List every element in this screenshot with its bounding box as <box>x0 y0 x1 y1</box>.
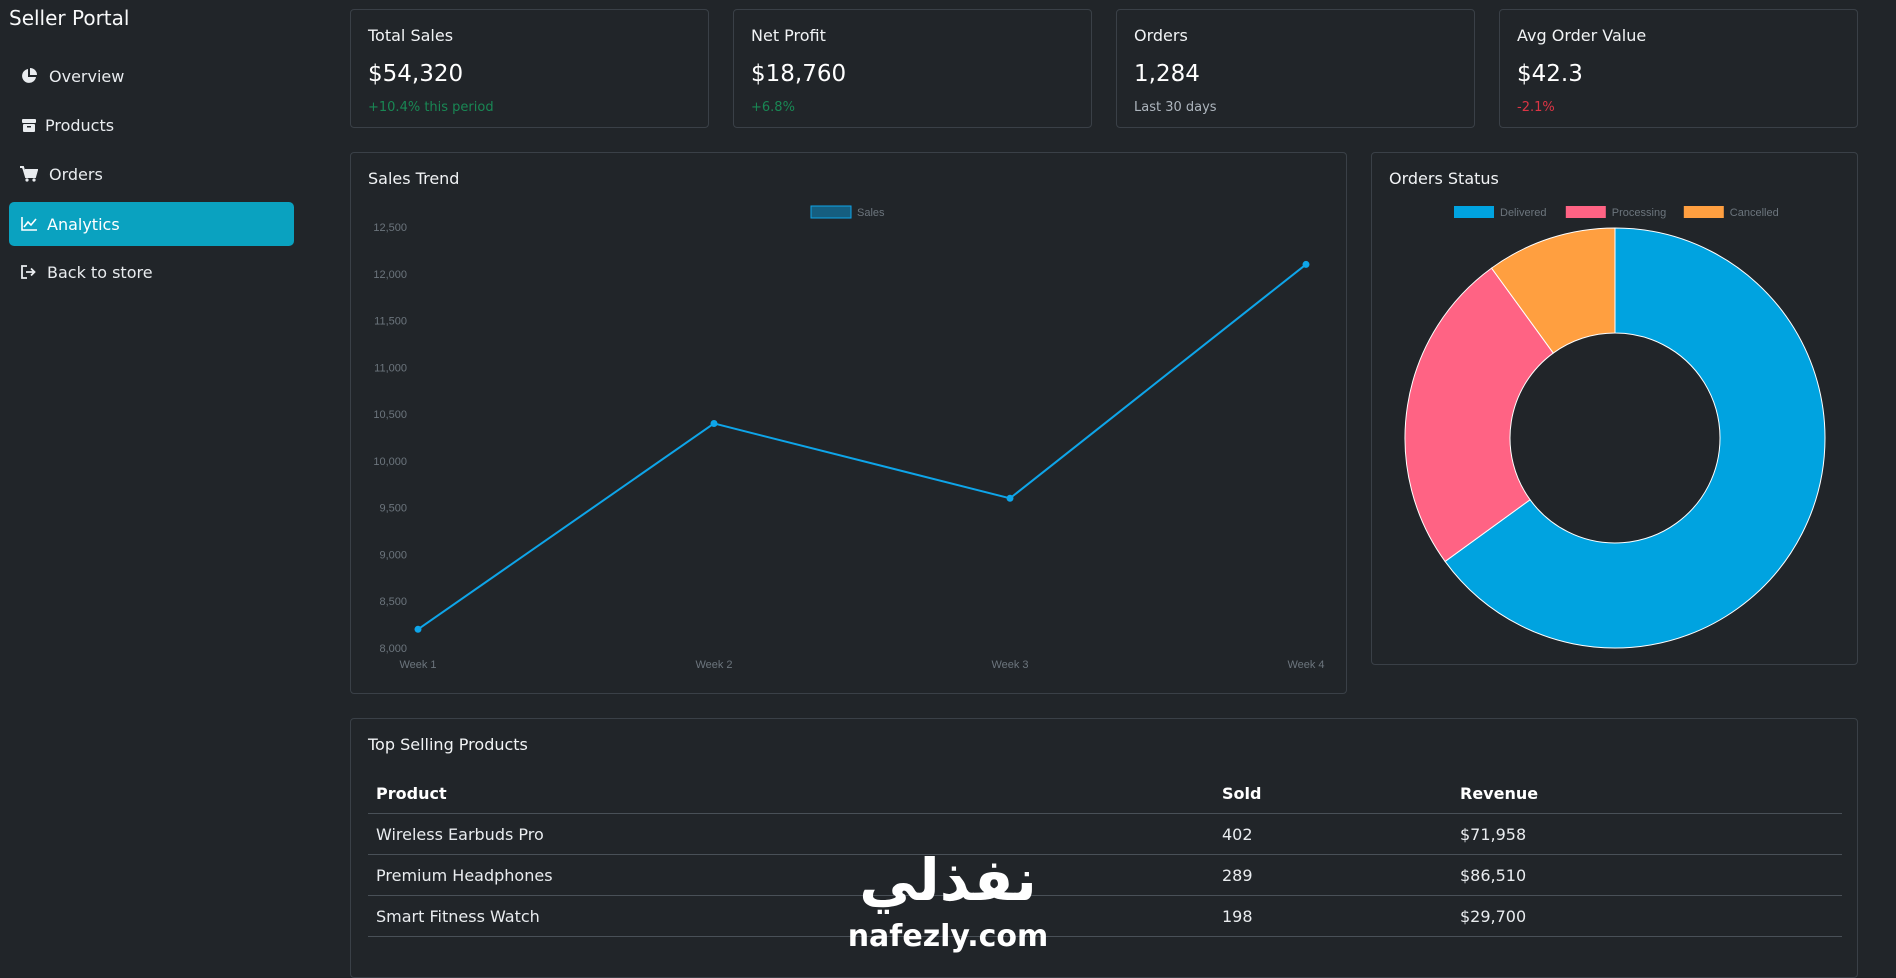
legend-item-delivered[interactable]: Delivered <box>1454 206 1546 219</box>
orders-status-chart: Delivered Processing Cancelled <box>1404 206 1826 649</box>
svg-text:نفذلي: نفذلي <box>859 846 1036 914</box>
stat-value: $54,320 <box>368 61 464 87</box>
sales-trend-card: Sales Trend Sales 12,500 12,000 11,500 11,00… <box>350 152 1347 694</box>
sales-trend-title: Sales Trend <box>368 169 460 188</box>
sign-out-icon <box>19 262 39 282</box>
stat-title: Orders <box>1134 26 1188 45</box>
legend-item-cancelled[interactable]: Cancelled <box>1683 206 1779 219</box>
stat-value: $42.3 <box>1517 61 1583 87</box>
data-point[interactable] <box>1006 494 1014 502</box>
x-tick-label: Week 4 <box>1287 659 1324 671</box>
legend-label: Sales <box>857 207 885 219</box>
x-tick-label: Week 1 <box>399 659 436 671</box>
table-row: Wireless Earbuds Pro 402 $71,958 <box>368 813 1842 855</box>
column-header: Revenue <box>1452 773 1842 814</box>
pie-slice-processing[interactable] <box>1404 267 1554 563</box>
sidebar-item-label: Products <box>45 115 115 135</box>
stat-card-total-sales: Total Sales $54,320 +10.4% this period <box>350 9 709 128</box>
product-sold: 198 <box>1214 895 1452 937</box>
data-point[interactable] <box>710 419 718 427</box>
legend-label: Delivered <box>1500 207 1546 219</box>
data-point[interactable] <box>1302 260 1310 268</box>
box-icon <box>19 115 39 135</box>
product-revenue: $71,958 <box>1452 813 1842 855</box>
stat-value: 1,284 <box>1134 61 1200 87</box>
orders-status-title: Orders Status <box>1389 169 1499 188</box>
stat-card-orders: Orders 1,284 Last 30 days <box>1116 9 1475 128</box>
y-tick-label: 11,000 <box>374 362 407 374</box>
y-tick-label: 12,000 <box>373 269 407 281</box>
cart-icon <box>19 164 39 184</box>
stat-card-net-profit: Net Profit $18,760 +6.8% <box>733 9 1092 128</box>
legend-item-sales[interactable]: Sales <box>810 205 885 219</box>
product-sold: 402 <box>1214 813 1452 855</box>
legend-swatch <box>1683 206 1724 218</box>
sidebar-item-analytics[interactable]: Analytics <box>9 202 294 246</box>
stat-change: +10.4% this period <box>368 100 494 115</box>
line-chart-icon <box>19 214 39 234</box>
series-line-sales <box>417 263 1307 631</box>
stat-value: $18,760 <box>751 61 847 87</box>
product-name: Wireless Earbuds Pro <box>368 813 1214 855</box>
column-header: Sold <box>1214 773 1452 814</box>
sales-trend-chart: Sales 12,500 12,000 11,500 11,000 10,500 10,00… <box>373 205 1325 671</box>
legend-label: Cancelled <box>1730 207 1779 219</box>
stat-card-avg-order-value: Avg Order Value $42.3 -2.1% <box>1499 9 1858 128</box>
top-products-card: Top Selling Products Product Sold Revenu… <box>350 718 1858 978</box>
top-products-title: Top Selling Products <box>368 735 528 754</box>
sidebar: Seller Portal Overview Products Orders A… <box>0 0 300 956</box>
watermark-logo: نفذلي nafezly.com <box>838 838 1058 956</box>
svg-text:nafezly.com: nafezly.com <box>848 919 1049 954</box>
legend-label: Processing <box>1612 207 1666 219</box>
product-sold: 289 <box>1214 854 1452 896</box>
stat-change: -2.1% <box>1517 100 1555 115</box>
sidebar-item-products[interactable]: Products <box>9 103 294 147</box>
y-tick-label: 11,500 <box>374 316 407 328</box>
table-header-row: Product Sold Revenue <box>368 773 1842 814</box>
legend-swatch <box>1565 206 1606 218</box>
x-tick-label: Week 3 <box>991 659 1028 671</box>
legend-swatch <box>1454 206 1494 218</box>
stat-title: Total Sales <box>368 26 454 45</box>
legend-item-processing[interactable]: Processing <box>1565 206 1666 219</box>
product-name: Smart Fitness Watch <box>368 895 1214 937</box>
y-tick-label: 10,500 <box>373 409 407 421</box>
sidebar-item-orders[interactable]: Orders <box>9 152 294 196</box>
stat-title: Avg Order Value <box>1517 26 1647 45</box>
y-tick-label: 8,500 <box>379 596 407 608</box>
top-products-table: Product Sold Revenue Wireless Earbuds Pr… <box>368 773 1842 937</box>
x-tick-label: Week 2 <box>695 659 732 671</box>
sidebar-item-label: Overview <box>49 66 125 86</box>
table-row: Smart Fitness Watch 198 $29,700 <box>368 895 1842 937</box>
sidebar-item-back-to-store[interactable]: Back to store <box>9 250 294 294</box>
legend-swatch <box>810 205 852 219</box>
sidebar-item-label: Analytics <box>47 214 120 234</box>
stat-change: +6.8% <box>751 100 795 115</box>
product-revenue: $29,700 <box>1452 895 1842 937</box>
pie-chart-icon <box>19 66 39 86</box>
y-tick-label: 9,500 <box>379 503 407 515</box>
y-tick-label: 9,000 <box>379 549 407 561</box>
orders-status-card: Orders Status Delivered Processing Cancell… <box>1371 152 1858 665</box>
stat-period: Last 30 days <box>1134 100 1217 115</box>
data-point[interactable] <box>414 625 422 633</box>
column-header: Product <box>368 773 1214 814</box>
stat-title: Net Profit <box>751 26 826 45</box>
table-row: Premium Headphones 289 $86,510 <box>368 854 1842 896</box>
brand-title: Seller Portal <box>9 6 130 30</box>
pie-slice-delivered[interactable] <box>1444 227 1826 649</box>
y-tick-label: 10,000 <box>373 456 407 468</box>
pie-slice-cancelled[interactable] <box>1490 227 1616 354</box>
product-name: Premium Headphones <box>368 854 1214 896</box>
y-tick-label: 12,500 <box>373 222 407 234</box>
sidebar-item-label: Back to store <box>47 262 153 282</box>
sidebar-item-label: Orders <box>49 164 103 184</box>
y-tick-label: 8,000 <box>379 643 407 655</box>
product-revenue: $86,510 <box>1452 854 1842 896</box>
sidebar-item-overview[interactable]: Overview <box>9 54 294 98</box>
